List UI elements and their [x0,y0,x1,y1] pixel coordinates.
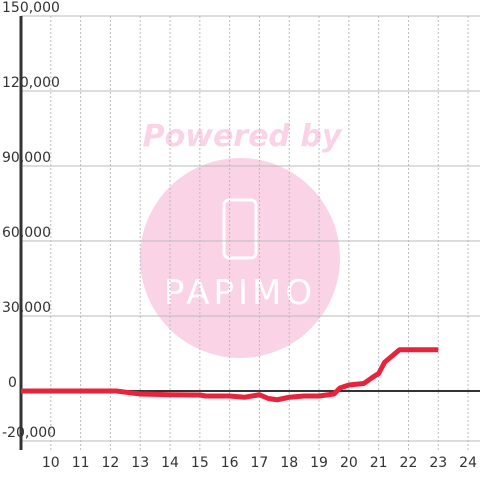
y-tick-label: 120,000 [2,75,60,91]
line [21,347,439,403]
x-tick-label: 16 [221,455,239,471]
x-tick-label: 18 [280,455,298,471]
y-tick-label: 0 [8,375,17,391]
watermark-text: PAPIMO [164,273,316,313]
x-tick-label: 22 [400,455,418,471]
x-tick-label: 12 [102,455,120,471]
y-tick-label: 60,000 [2,225,51,241]
y-tick-label: 150,000 [2,0,60,16]
x-tick-label: 20 [340,455,358,471]
y-tick-label: 90,000 [2,150,51,166]
watermark-icon [222,198,258,260]
x-tick-label: 15 [191,455,209,471]
x-tick-label: 19 [310,455,328,471]
x-tick-label: 24 [459,455,477,471]
x-tick-label: 11 [72,455,90,471]
x-tick-label: 14 [161,455,179,471]
x-tick-label: 23 [429,455,447,471]
watermark-text: Powered by [143,119,343,154]
y-tick-label: -20,000 [2,425,56,441]
x-tick-label: 13 [131,455,149,471]
x-tick-label: 17 [251,455,269,471]
y-tick-label: 30,000 [2,300,51,316]
x-tick-label: 21 [370,455,388,471]
x-tick-label: 10 [42,455,60,471]
